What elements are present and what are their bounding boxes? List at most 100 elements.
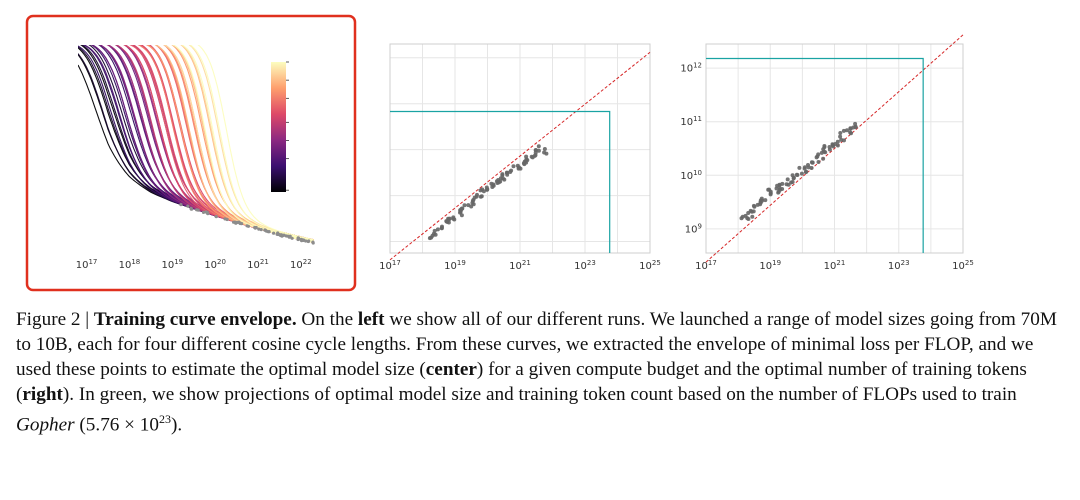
data-point — [806, 165, 811, 170]
x-tick: 1017 — [379, 259, 401, 272]
figure-caption: Figure 2 | Training curve envelope. On t… — [16, 307, 1066, 437]
left-curves-group — [78, 45, 315, 245]
figure-2: 1017 1018 1019 1020 1021 1022 1017 1019 1021 102… — [25, 14, 974, 292]
left-envelope-point — [307, 239, 311, 243]
caption-center: center — [425, 359, 477, 380]
plot-frame — [389, 43, 651, 254]
caption-text-2: we show all of our different runs. We la… — [16, 309, 1057, 380]
left-loss-curve — [197, 45, 314, 241]
data-point — [822, 144, 827, 148]
data-point — [814, 155, 819, 160]
data-point — [432, 228, 437, 233]
left-x-tick: 1022 — [290, 258, 312, 271]
data-point — [848, 130, 853, 135]
y-tick-exponent: 9 — [698, 222, 702, 230]
data-point — [451, 215, 456, 220]
data-point — [511, 164, 516, 169]
caption-exponent: 23 — [159, 412, 171, 426]
data-point — [430, 233, 435, 238]
data-point — [751, 209, 756, 214]
x-tick-base: 10 — [444, 261, 457, 272]
left-envelope-point — [246, 224, 250, 228]
x-tick-exponent: 23 — [901, 259, 910, 267]
x-tick: 1017 — [695, 259, 717, 272]
left-x-tick-base: 10 — [247, 260, 260, 271]
y-tick-base: 10 — [680, 64, 693, 75]
left-envelope-point — [276, 231, 280, 235]
data-point — [536, 148, 541, 153]
x-tick-exponent: 21 — [522, 259, 531, 267]
x-tick-exponent: 19 — [457, 259, 466, 267]
left-x-tick-exponent: 19 — [174, 258, 183, 266]
data-point — [498, 176, 503, 181]
data-point — [459, 207, 464, 212]
data-point — [542, 147, 547, 151]
caption-figure-label: Figure 2 | — [16, 309, 90, 330]
left-x-tick-exponent: 21 — [260, 258, 269, 266]
left-envelope-point — [234, 220, 238, 224]
y-tick-exponent: 12 — [693, 62, 702, 70]
left-envelope-point — [259, 228, 263, 232]
left-envelope-point — [214, 215, 218, 219]
left-envelope-point — [225, 217, 229, 222]
data-point — [472, 195, 477, 200]
y-tick-exponent: 10 — [693, 169, 702, 177]
x-tick: 1023 — [888, 259, 910, 272]
left-envelope-point — [279, 233, 283, 238]
left-envelope-point — [299, 237, 303, 241]
left-envelope-point — [257, 227, 261, 231]
x-tick-base: 10 — [379, 261, 392, 272]
left-envelope-point — [311, 240, 315, 244]
x-tick: 1021 — [509, 259, 531, 272]
left-x-tick-base: 10 — [204, 260, 217, 271]
x-tick: 1019 — [759, 259, 781, 272]
data-point — [751, 203, 756, 208]
data-point — [459, 213, 464, 218]
data-point — [533, 148, 538, 153]
y-tick: 109 — [685, 222, 702, 235]
data-point — [524, 157, 529, 162]
left-envelope-point — [266, 230, 271, 234]
left-envelope-point — [304, 239, 308, 243]
caption-text-1: On the — [296, 309, 358, 330]
fit-line — [389, 51, 651, 261]
data-point — [835, 139, 840, 144]
left-envelope-point — [206, 211, 210, 215]
left-x-tick-base: 10 — [76, 260, 89, 271]
data-point — [759, 196, 764, 201]
data-point — [768, 191, 773, 196]
projection-line — [706, 57, 924, 253]
data-point — [427, 236, 432, 241]
left-envelope-point — [282, 233, 286, 237]
data-point — [544, 151, 549, 156]
caption-text-3: ) for a given compute budget and the opt… — [16, 359, 1027, 405]
data-point — [469, 204, 474, 209]
left-envelope-point — [189, 207, 194, 211]
data-point — [845, 128, 849, 133]
data-point — [500, 172, 505, 177]
data-point — [785, 177, 790, 182]
caption-title: Training curve envelope. — [93, 309, 297, 330]
x-tick: 1025 — [952, 259, 974, 272]
x-tick-base: 10 — [574, 261, 587, 272]
left-envelope-point — [196, 208, 200, 212]
left-envelope-point — [254, 225, 258, 230]
x-tick: 1021 — [824, 259, 846, 272]
data-point — [766, 187, 771, 192]
data-point — [522, 162, 527, 167]
x-tick-base: 10 — [888, 261, 901, 272]
caption-text-6: ). — [171, 414, 183, 436]
data-point — [475, 192, 479, 197]
data-point — [462, 203, 467, 208]
y-tick: 1010 — [680, 169, 702, 182]
x-tick-exponent: 17 — [392, 259, 401, 267]
data-point — [795, 173, 800, 177]
data-point — [816, 152, 821, 157]
left-x-tick-exponent: 22 — [303, 258, 312, 266]
left-x-tick-exponent: 20 — [217, 258, 226, 266]
data-point — [470, 200, 475, 205]
left-x-tick: 1017 — [76, 258, 98, 271]
data-point — [821, 156, 826, 161]
data-point — [848, 126, 853, 131]
data-point — [439, 226, 444, 231]
